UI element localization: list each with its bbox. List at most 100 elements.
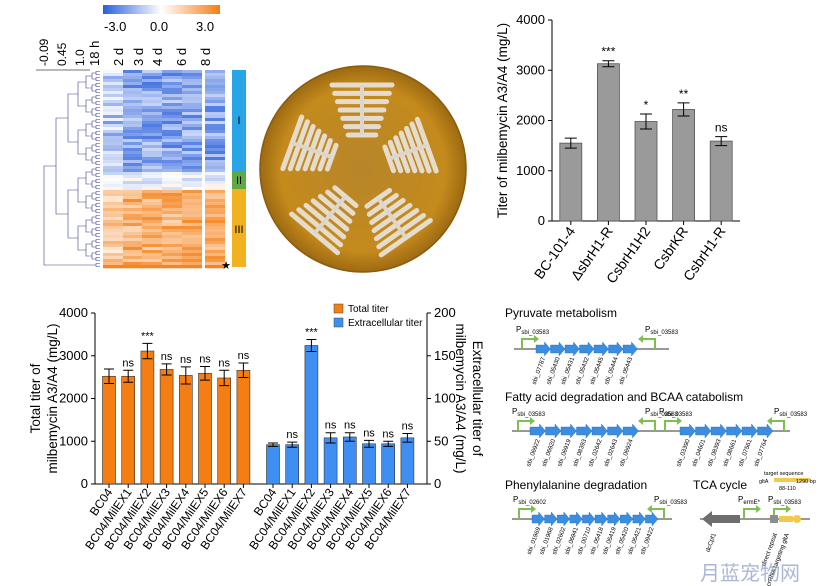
- heatmap-cell: [205, 181, 225, 185]
- heatmap-cell: [162, 112, 182, 116]
- promoter-arrow-head: [677, 417, 682, 425]
- dendrogram-branch: [77, 177, 86, 203]
- heatmap-cell: [205, 223, 225, 227]
- heatmap-cell: [162, 85, 182, 89]
- heatmap-cell: [103, 199, 123, 203]
- colony-spine: [376, 197, 408, 239]
- heatmap-cell: [182, 208, 202, 212]
- promoter-arrow-head: [638, 417, 643, 425]
- heatmap-cell: [123, 94, 143, 98]
- heatmap-cell: [205, 262, 225, 266]
- gene-arrow: [582, 511, 596, 527]
- heatmap-cell: [142, 220, 162, 224]
- dendrogram-branch: [85, 147, 92, 161]
- gene-arrow: [632, 511, 646, 527]
- dendrogram-branch: [95, 209, 100, 213]
- heatmap-cell: [123, 199, 143, 203]
- heatmap-cell: [205, 214, 225, 218]
- heatmap-cell: [142, 256, 162, 260]
- heatmap-cell: [205, 226, 225, 230]
- bar: [198, 372, 212, 485]
- heatmap-cell: [103, 133, 123, 137]
- promoter-subscript: sbi_03583: [659, 500, 687, 506]
- promoter-arrow-head: [531, 505, 536, 513]
- dendrogram-branch: [95, 221, 100, 225]
- heatmap-cell: [123, 157, 143, 161]
- heatmap-cell: [103, 163, 123, 167]
- heatmap-cell: [142, 223, 162, 227]
- y-tick-label-right: 200: [434, 305, 456, 320]
- promoter-subscript: ermE*: [743, 500, 760, 506]
- heatmap-cell: [103, 241, 123, 245]
- heatmap-cell: [142, 235, 162, 239]
- heatmap-cell: [103, 181, 123, 185]
- heatmap-cell: [123, 133, 143, 137]
- heatmap-cell: [205, 196, 225, 200]
- bar: [559, 142, 583, 222]
- y-tick-label-right: 100: [434, 391, 456, 406]
- heatmap-cell: [205, 88, 225, 92]
- heatmap-cell: [162, 211, 182, 215]
- y-tick-label: 1000: [516, 163, 545, 178]
- heatmap-cell: [123, 217, 143, 221]
- promoter-arrow: [643, 420, 656, 431]
- heatmap-cell: [123, 82, 143, 86]
- crRNA-box: [779, 516, 793, 522]
- dendrogram-branch: [95, 185, 100, 189]
- heatmap-cell: [205, 73, 225, 77]
- heatmap-cell: [182, 178, 202, 182]
- heatmap-cell: [205, 97, 225, 101]
- error-bar: [200, 365, 210, 381]
- heatmap-cell: [182, 94, 202, 98]
- heatmap-cell: [182, 175, 202, 179]
- gene-tracks: Psbi_03583sbi_07787sbi_05430sbi_05431sbi…: [512, 325, 816, 586]
- heatmap-cell: [205, 175, 225, 179]
- heatmap-cell: [142, 100, 162, 104]
- dendrogram-branch: [95, 251, 100, 255]
- heatmap-cell: [142, 181, 162, 185]
- heatmap-cell: [142, 199, 162, 203]
- dendrogram-branch: [91, 216, 96, 224]
- heatmap-cell: [162, 106, 182, 110]
- dendrogram-branch: [85, 195, 92, 209]
- heatmap-cell: [103, 235, 123, 239]
- heatmap-cell: [123, 214, 143, 218]
- heatmap-cell: [103, 178, 123, 182]
- heatmap-cell: [205, 238, 225, 242]
- colony-spine: [291, 140, 333, 160]
- colony-streak: [364, 187, 433, 258]
- y-tick-label-right: 0: [434, 476, 441, 491]
- legend-swatch-total: [333, 303, 344, 314]
- colony-streaks: [280, 82, 439, 258]
- error-bar: [161, 363, 172, 376]
- colony-line: [324, 142, 339, 172]
- dendrogram-branch: [95, 137, 100, 141]
- heatmap-cell: [162, 136, 182, 140]
- heatmap-cell: [182, 232, 202, 236]
- heatmap-cell: [103, 256, 123, 260]
- heatmap-cell: [162, 220, 182, 224]
- significance-label: *: [644, 98, 649, 112]
- dendrogram-branch: [95, 263, 100, 267]
- dendrogram-branch: [95, 239, 100, 243]
- gene-arrow: [531, 511, 545, 527]
- heatmap-cell: [123, 238, 143, 242]
- heatmap-cell: [162, 238, 182, 242]
- heatmap-cell: [103, 253, 123, 257]
- target-sequence-bar: [774, 478, 810, 482]
- heatmap-cell: [142, 175, 162, 179]
- heatmap-cell: [142, 247, 162, 251]
- heatmap-cell: [182, 193, 202, 197]
- heatmap-cell: [123, 184, 143, 188]
- heatmap-cell: [123, 85, 143, 89]
- y-axis-label-right: Extracellular titer of: [470, 341, 485, 457]
- heatmap-cell: [162, 217, 182, 221]
- heatmap-cell: [162, 166, 182, 170]
- heatmap-cell: [103, 211, 123, 215]
- heatmap-cell: [205, 133, 225, 137]
- pathway-title: TCA cycle: [693, 478, 747, 492]
- heatmap-cell: [103, 190, 123, 194]
- heatmap-cell: [123, 154, 143, 158]
- dendrogram-branch: [85, 99, 92, 113]
- heatmap-cell: [123, 223, 143, 227]
